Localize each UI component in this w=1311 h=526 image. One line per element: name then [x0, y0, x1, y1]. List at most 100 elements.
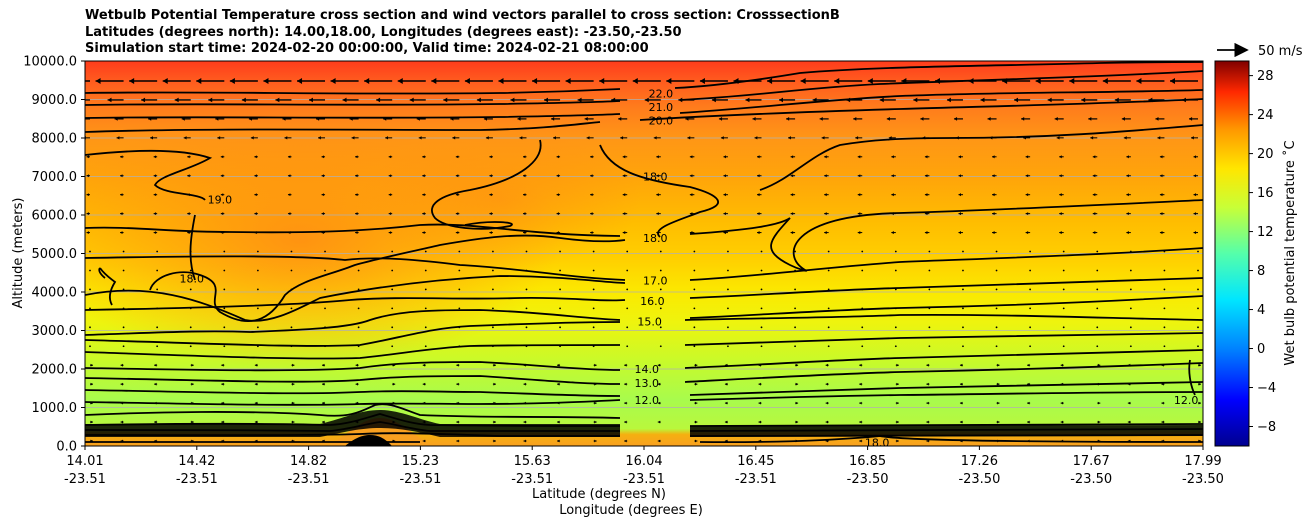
wind-vector	[928, 269, 931, 272]
wind-vector-head	[754, 136, 758, 140]
wind-vector	[525, 345, 528, 348]
wind-vector-head	[723, 212, 726, 216]
wind-vector	[962, 250, 964, 253]
wind-vector	[256, 288, 259, 291]
wind-vector	[525, 288, 528, 291]
wind-vector-head	[611, 97, 616, 103]
wind-vector-head	[657, 401, 661, 405]
wind-vector-head	[685, 117, 689, 121]
wind-vector-head	[254, 363, 258, 367]
wind-vector-head	[859, 420, 862, 424]
wind-vector-head	[187, 212, 190, 216]
wind-vector-head	[107, 97, 112, 103]
wind-vector	[727, 269, 729, 272]
wind-vector-head	[522, 155, 526, 159]
wind-vector-head	[1097, 439, 1101, 443]
wind-vector-head	[456, 401, 459, 405]
wind-vector-head	[657, 363, 661, 367]
wind-vector-head	[148, 117, 152, 121]
wind-vector-head	[355, 420, 358, 424]
wind-vector-head	[758, 382, 761, 386]
wind-vector-head	[322, 439, 325, 443]
wind-vector-head	[191, 420, 194, 424]
wind-vector-head	[1092, 231, 1096, 235]
wind-vector-head	[624, 382, 627, 386]
wind-vector	[492, 345, 494, 348]
contour-label: 13.0	[635, 377, 660, 390]
wind-vector-head	[1126, 193, 1129, 197]
wind-vector	[995, 269, 998, 272]
wind-vector-head	[1170, 78, 1175, 84]
wind-vector-head	[120, 155, 123, 159]
wind-vector-head	[920, 117, 924, 121]
wind-vector-head	[720, 136, 724, 140]
wind-vector-head	[431, 78, 437, 84]
wind-vector-head	[1157, 136, 1161, 140]
wind-vector-head	[926, 382, 929, 386]
wind-vector-head	[120, 363, 123, 367]
wind-vector-head	[896, 382, 899, 386]
wind-vector-head	[183, 136, 187, 140]
x-tick-label-lon: -23.51	[735, 472, 777, 487]
wind-vector-head	[1027, 363, 1030, 367]
wind-vector	[290, 288, 293, 291]
wind-vector-head	[997, 439, 1000, 443]
wind-vector-head	[456, 420, 459, 424]
wind-vector-head	[678, 97, 683, 103]
wind-vector-head	[154, 401, 157, 405]
wind-vector-head	[834, 78, 840, 84]
wind-vector	[89, 326, 91, 329]
wind-vector	[189, 288, 192, 291]
wind-vector-head	[687, 136, 691, 140]
colorbar-tick-label: 4	[1257, 303, 1265, 318]
wind-vector	[760, 345, 763, 348]
wind-vector-head	[618, 117, 622, 121]
wind-vector	[1129, 288, 1132, 291]
wind-vector	[626, 269, 629, 272]
contour-label: 18.0	[179, 273, 204, 286]
wind-vector-head	[254, 439, 258, 443]
contour-label: 18.0	[643, 171, 668, 184]
wind-vector-head	[790, 155, 794, 159]
wind-vector	[424, 326, 427, 329]
wind-vector	[122, 288, 125, 291]
surface-contour-band	[85, 410, 1203, 437]
wind-vector	[827, 269, 830, 272]
wind-vector	[794, 250, 796, 253]
wind-vector-head	[752, 117, 756, 121]
wind-vector	[659, 345, 662, 348]
wind-vector-head	[241, 97, 246, 103]
wind-vector-head	[322, 401, 325, 405]
wind-vector	[156, 345, 159, 348]
wind-vector	[1129, 307, 1132, 310]
wind-vector-head	[825, 363, 829, 367]
wind-vector	[962, 269, 964, 272]
wind-vector-head	[896, 420, 899, 424]
wind-vector-head	[1193, 174, 1197, 178]
wind-vector-head	[519, 136, 523, 140]
wind-vector	[995, 326, 998, 329]
wind-vector-head	[992, 174, 995, 178]
wind-vector	[1163, 345, 1166, 348]
x-tick-label-lat: 16.04	[625, 454, 662, 469]
x-axis-label-lon: Longitude (degrees E)	[559, 503, 703, 518]
wind-vector	[256, 345, 259, 348]
wind-vector-head	[624, 363, 627, 367]
wind-vector	[525, 250, 528, 253]
wind-vector	[727, 326, 729, 329]
wind-vector-head	[292, 401, 295, 405]
wind-vector	[760, 326, 763, 329]
colorbar-tick-label: −4	[1257, 381, 1276, 396]
wind-vector-head	[857, 212, 861, 216]
wind-vector-head	[557, 401, 560, 405]
wind-vector	[1163, 250, 1166, 253]
wind-vector	[626, 307, 629, 310]
wind-vector-head	[392, 439, 396, 443]
wind-vector	[1197, 307, 1199, 310]
wind-vector-head	[946, 97, 951, 103]
wind-vector-head	[926, 439, 929, 443]
wind-vector	[324, 345, 326, 348]
wind-vector-head	[800, 78, 806, 84]
wind-vector-head	[622, 193, 626, 197]
wind-vector-head	[622, 155, 626, 159]
